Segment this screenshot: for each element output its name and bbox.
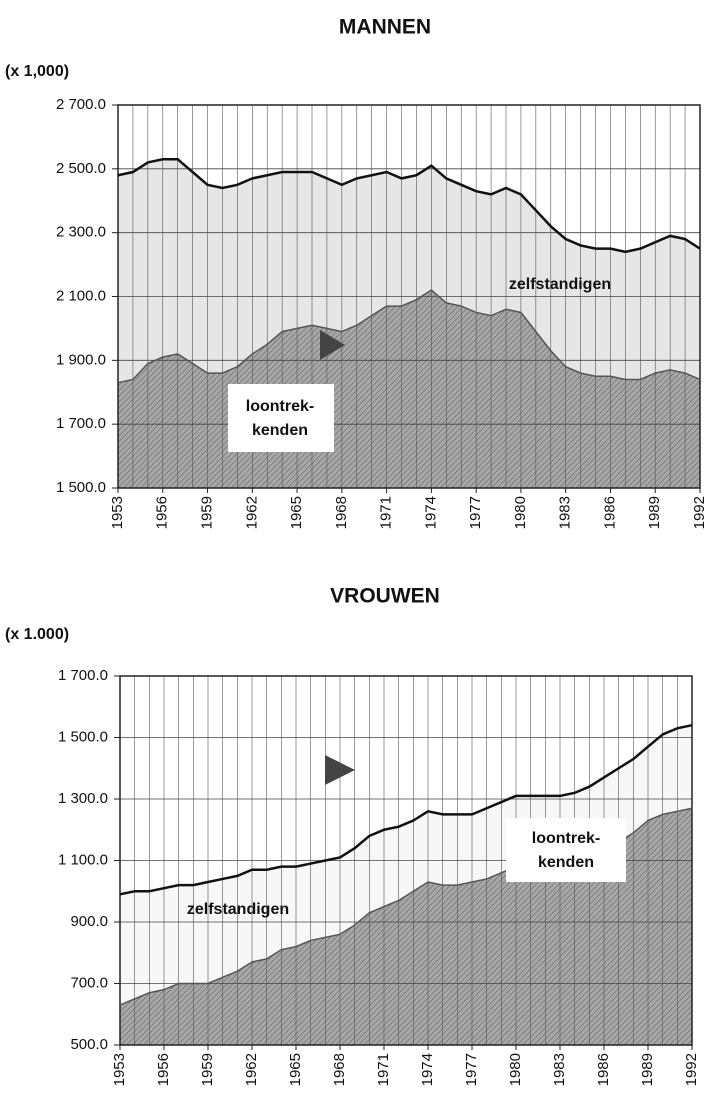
x-tick-label: 1965 [287,1053,304,1086]
x-tick-label: 1953 [109,496,126,529]
line-1 [117,158,701,254]
x-tick-label: 1992 [683,1053,700,1086]
x-tick-label: 1977 [467,496,484,529]
x-tick-label: 1971 [378,496,395,529]
unit-label: (x 1.000) [5,626,69,643]
series-label: zelfstandigen [509,276,611,293]
y-tick-label: 2 100.0 [56,287,106,304]
x-tick-label: 1977 [463,1053,480,1086]
x-tick-label: 1962 [243,496,260,529]
arrow [325,755,355,785]
series-label-line: kenden [252,422,308,439]
y-tick-label: 1 900.0 [56,351,106,368]
x-tick-label: 1959 [199,496,216,529]
label-box [228,384,334,452]
series-label-line: kenden [538,854,594,871]
y-tick-label: 1 300.0 [58,790,108,807]
x-tick-label: 1956 [155,1053,172,1086]
chart-title: MANNEN [339,16,431,39]
y-tick-label: 700.0 [70,974,108,991]
y-tick-label: 2 700.0 [56,96,106,113]
x-tick-label: 1953 [111,1053,128,1086]
y-tick-label: 1 500.0 [58,728,108,745]
series-label-line: loontrek- [532,830,600,847]
arrow [320,330,345,360]
x-tick-label: 1989 [646,496,663,529]
y-tick-label: 1 700.0 [56,415,106,432]
x-tick-label: 1989 [639,1053,656,1086]
series-label: loontrek-kenden [532,830,600,871]
x-tick-label: 1956 [154,496,171,529]
x-tick-label: 1968 [333,496,350,529]
area-1 [118,159,700,383]
y-tick-label: 1 100.0 [58,851,108,868]
x-tick-label: 1980 [507,1053,524,1086]
y-tick-label: 1 700.0 [58,667,108,684]
y-tick-label: 500.0 [70,1036,108,1053]
y-tick-label: 2 300.0 [56,224,106,241]
x-tick-label: 1974 [422,496,439,529]
label-box [506,818,626,882]
x-tick-label: 1986 [595,1053,612,1086]
x-tick-label: 1986 [601,496,618,529]
unit-label: (x 1,000) [5,63,69,80]
x-tick-label: 1980 [512,496,529,529]
x-tick-label: 1971 [375,1053,392,1086]
x-tick-label: 1962 [243,1053,260,1086]
y-tick-label: 1 500.0 [56,479,106,496]
x-tick-label: 1965 [288,496,305,529]
y-tick-label: 2 500.0 [56,160,106,177]
area-1 [120,725,692,1006]
x-tick-label: 1959 [199,1053,216,1086]
series-label: loontrek-kenden [246,398,314,439]
y-tick-label: 900.0 [70,913,108,930]
series-label-line: loontrek- [246,398,314,415]
chart-title: VROUWEN [330,585,440,608]
line-1 [119,723,693,896]
series-label: zelfstandigen [187,901,289,918]
x-tick-label: 1992 [691,496,706,529]
x-tick-label: 1968 [331,1053,348,1086]
x-tick-label: 1983 [557,496,574,529]
x-tick-label: 1983 [551,1053,568,1086]
line-0 [117,289,701,384]
x-tick-label: 1974 [419,1053,436,1086]
